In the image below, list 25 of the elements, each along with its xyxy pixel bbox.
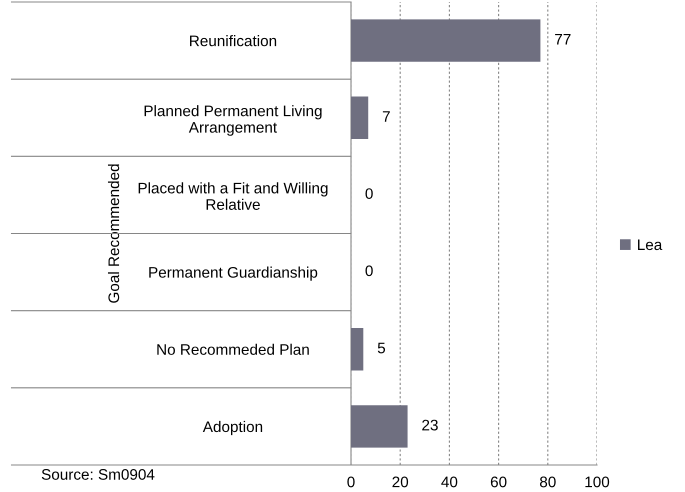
bar [351,96,368,139]
bar [351,328,364,370]
source-note: Source: Sm0904 [42,469,154,480]
x-tick-label: 80 [540,476,556,488]
x-tick-label: 100 [585,476,610,488]
data-label: 77 [555,34,571,45]
x-tick-label: 40 [441,476,458,488]
y-tick-label: No Recommeded Plan [157,344,309,355]
data-label: 0 [365,265,373,276]
y-tick-label: Permanent Guardianship [149,266,318,281]
data-label: 0 [365,188,373,200]
bar [351,19,540,62]
legend-label: Lea [638,239,662,250]
y-tick-label: Reunification [190,35,276,46]
x-tick-label: 20 [392,476,408,488]
y-tick-label: Planned Permanent Living Arrangement [144,105,322,136]
x-tick-label: 60 [490,476,506,488]
x-tick-label: 0 [347,476,355,488]
data-label: 5 [378,342,386,354]
y-tick-label: Placed with a Fit and Willing Relative [138,182,328,210]
bar [351,405,408,448]
data-label: 23 [422,420,438,431]
y-axis-title: Goal Recommended [108,164,120,303]
data-label: 7 [382,111,390,122]
y-tick-label: Adoption [202,420,262,436]
